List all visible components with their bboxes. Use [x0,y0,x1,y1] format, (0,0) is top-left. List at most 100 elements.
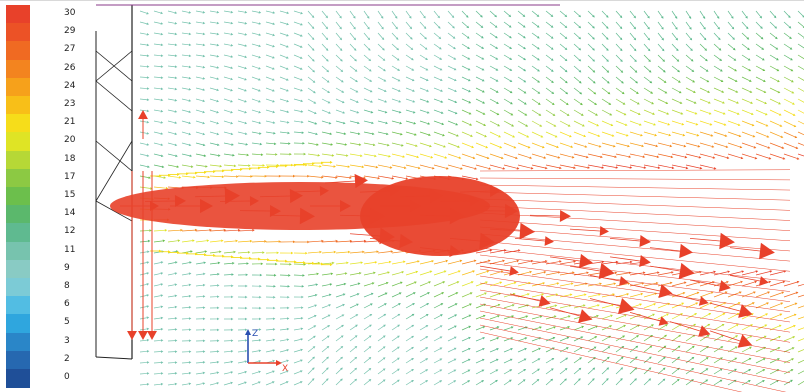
shear-arrowhead [330,160,333,164]
vector-line [349,142,360,145]
vector-line [797,153,804,157]
vector-arrowhead [244,132,248,135]
vector-arrowhead [467,57,471,60]
vector-line [181,21,189,24]
vector-arrowhead [675,27,678,30]
vector-arrowhead [216,88,220,92]
vector-line [573,120,583,126]
vector-arrowhead [669,281,673,285]
vector-line [153,54,162,57]
vector-arrowhead [465,15,469,18]
vector-line [713,380,721,386]
tower-brace [95,50,133,82]
vector-arrowhead [164,228,168,232]
vector-arrowhead [791,79,794,83]
jet-vector-line [349,233,381,237]
vector-line [405,380,413,386]
vector-line [685,98,695,103]
vector-line [643,142,656,147]
vector-line [643,76,651,83]
vector-arrowhead [619,15,623,19]
vector-arrowhead [305,251,308,255]
vector-line [489,164,503,169]
vector-arrowhead [439,347,443,350]
vector-line [587,305,598,309]
vector-arrowhead [382,346,386,349]
jet-streak [479,310,791,373]
vector-arrowhead [681,302,685,305]
vector-arrowhead [258,44,262,48]
vector-line [629,54,636,61]
vector-line [755,358,764,364]
vector-arrowhead [480,25,484,28]
vector-arrowhead [621,80,624,84]
vector-line [699,54,707,61]
vector-line [545,109,554,115]
vector-line [335,379,342,386]
vector-arrowhead [791,358,794,361]
vector-line [741,76,750,82]
vector-line [559,109,568,115]
vector-line [755,32,762,39]
vector-line [671,10,677,18]
vector-line [629,131,641,136]
legend-swatch [6,77,30,97]
vector-arrowhead [592,36,595,40]
vector-line [447,359,455,364]
vector-arrowhead [564,14,568,18]
vector-arrowhead [763,335,767,339]
vector-line [699,153,714,158]
vector-arrowhead [286,370,289,373]
vector-line [531,142,543,148]
vector-arrowhead [453,46,456,50]
vector-line [461,21,468,27]
jet-vector-line [269,214,301,217]
vector-line [629,293,641,298]
vector-line [335,21,341,28]
jet-streak [479,198,791,211]
vector-line [223,131,232,135]
vector-arrowhead [258,381,261,384]
vector-arrowhead [682,291,686,295]
vector-line [797,380,804,386]
vector-arrowhead [697,144,701,148]
vector-arrowhead [286,327,290,331]
vector-arrowhead [647,37,650,41]
vector-line [545,327,554,331]
vector-line [377,369,384,375]
vector-arrowhead [174,132,178,136]
vector-arrowhead [425,358,429,361]
vector-arrowhead [670,155,674,159]
vector-line [461,120,471,125]
vector-line [265,329,274,331]
vector-line [307,326,315,331]
vector-arrowhead [735,335,739,338]
vector-arrowhead [677,356,681,360]
jet-vector-line [649,247,681,252]
vector-line [559,32,566,38]
vector-line [307,336,314,342]
jet-arrowhead [738,304,753,318]
vector-line [181,65,189,68]
vector-line [769,32,777,38]
vector-arrowhead [650,91,654,94]
vector-line [391,303,399,309]
vector-line [475,164,489,169]
vector-line [545,358,553,364]
vector-arrowhead [371,121,374,125]
high-velocity-arrows [110,110,791,392]
vector-line [727,109,738,114]
vector-arrowhead [456,281,460,284]
vector-arrowhead [347,250,351,254]
vector-line [475,271,488,276]
vector-arrowhead [437,15,440,19]
vector-arrowhead [160,54,164,57]
vector-line [643,153,657,158]
vector-line [153,186,166,189]
vector-line [517,260,532,265]
vector-arrowhead [193,175,196,179]
vector-line [475,293,485,298]
vector-arrowhead [629,260,633,264]
vector-line [363,98,371,102]
vector-line [755,380,763,386]
